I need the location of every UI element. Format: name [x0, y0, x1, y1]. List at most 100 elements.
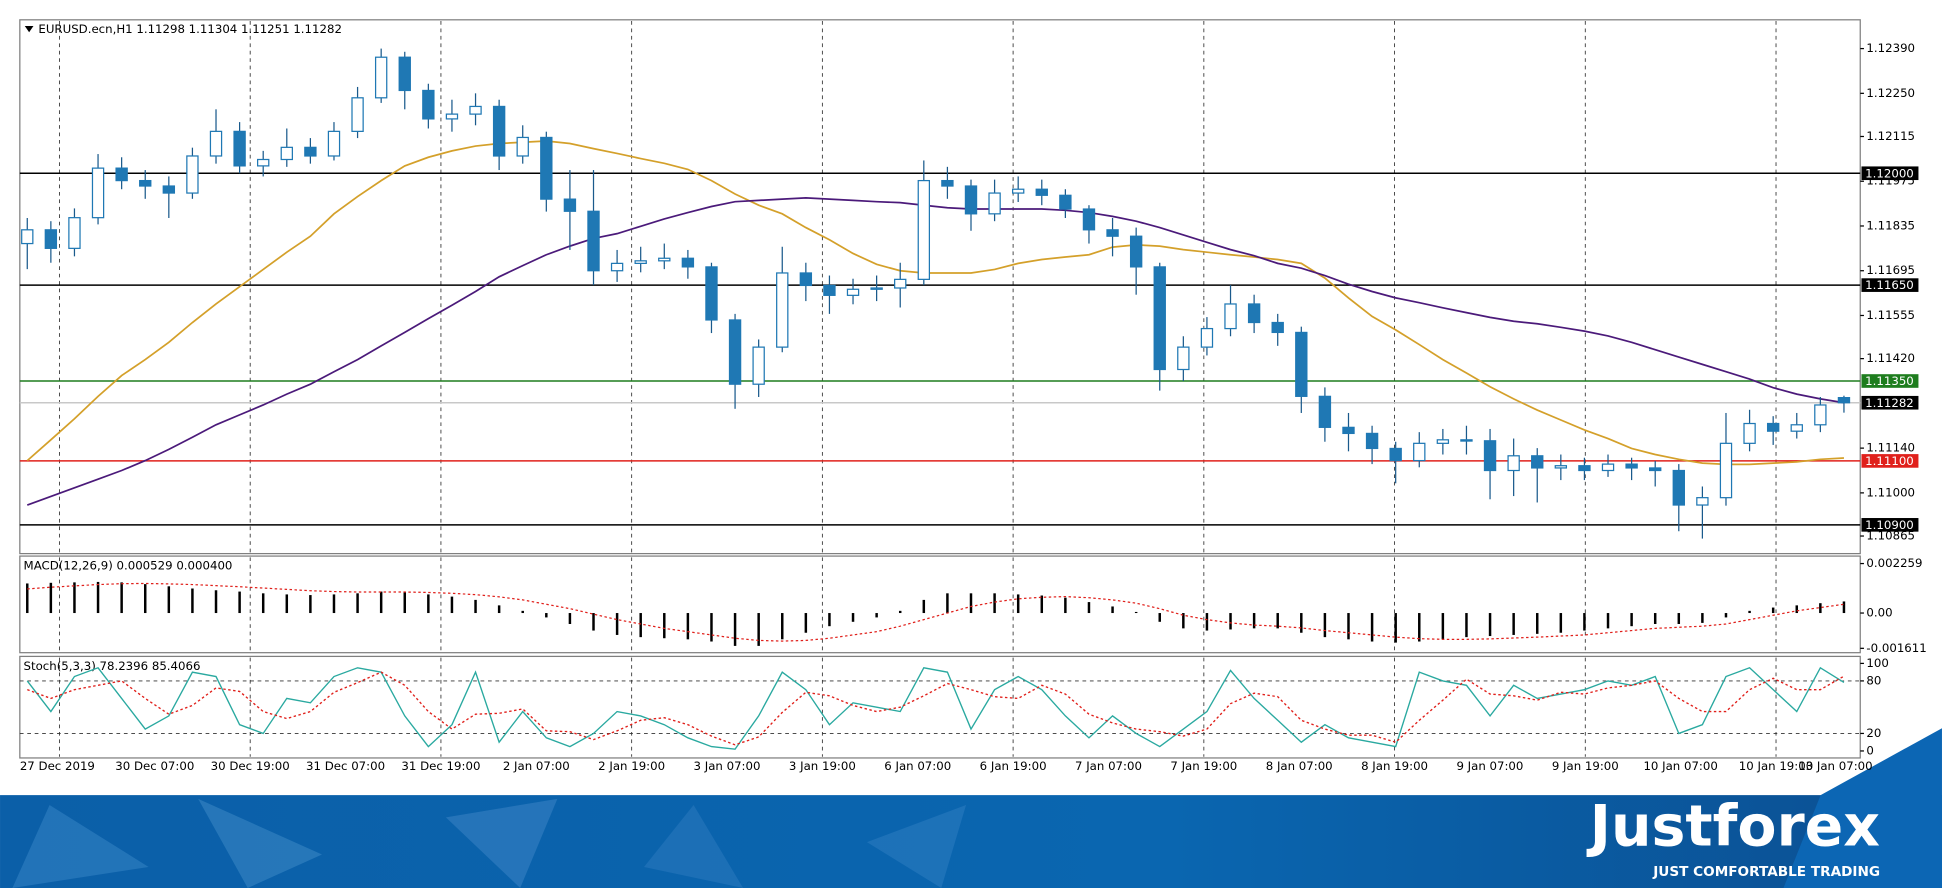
candle-body: [398, 56, 411, 92]
candle-body: [1696, 497, 1709, 506]
banner-shape: [866, 805, 967, 888]
macd-bar: [1559, 613, 1563, 633]
candle-body: [1837, 397, 1851, 404]
candle-body: [941, 179, 954, 187]
macd-signal-line: [27, 582, 1845, 642]
macd-bar: [1134, 611, 1138, 614]
candle-body: [186, 155, 199, 194]
x-tick-label: 31 Dec 07:00: [306, 759, 385, 773]
macd-bar: [969, 593, 973, 614]
candle-body: [162, 185, 176, 194]
banner-shape: [644, 805, 744, 888]
candle-body: [21, 229, 34, 245]
candle-body: [304, 146, 317, 157]
x-tick-label: 10 Jan 19:00: [1739, 759, 1813, 773]
candle-body: [257, 158, 270, 167]
candle-body: [1743, 422, 1756, 444]
stoch-panel: [19, 655, 1861, 759]
y-tick-label: 1.11695: [1866, 263, 1915, 277]
level-label: 1.11282: [1865, 396, 1914, 410]
candle-body: [728, 319, 742, 385]
candle-body: [1082, 208, 1096, 231]
y-tick-label: 1.10865: [1866, 529, 1915, 543]
candle-body: [1625, 463, 1638, 469]
main-panel: [19, 19, 1861, 555]
candle-body: [1413, 442, 1426, 462]
moving-average-line: [26, 140, 1844, 466]
macd-bar: [804, 613, 808, 633]
candle-body: [1342, 426, 1355, 435]
y-tick-label: 0: [1866, 743, 1873, 757]
level-label-box: [1861, 518, 1919, 532]
macd-bar: [1087, 602, 1091, 614]
macd-bar: [1300, 613, 1303, 633]
macd-bar: [1536, 613, 1539, 634]
macd-bar: [1252, 613, 1256, 629]
candle-body: [492, 105, 506, 157]
y-tick-label: 0.00: [1866, 606, 1892, 620]
macd-bar: [474, 599, 477, 614]
macd-bar: [214, 590, 218, 614]
macd-bar: [1323, 613, 1327, 638]
y-tick-label: -0.001611: [1866, 641, 1926, 655]
candle-body: [233, 130, 246, 167]
candle-body: [68, 217, 81, 249]
macd-bar: [309, 595, 312, 614]
macd-bar: [1064, 597, 1067, 614]
level-label-box: [1861, 395, 1919, 410]
macd-bar: [1040, 595, 1044, 614]
candle-body: [1814, 404, 1827, 426]
candle-body: [1295, 331, 1308, 397]
macd-bar: [1441, 613, 1445, 640]
macd-bar: [1016, 594, 1020, 614]
macd-bar: [946, 593, 949, 614]
x-tick-label: 2 Jan 19:00: [598, 759, 665, 773]
candle-body: [1365, 432, 1379, 450]
candle-body: [658, 257, 671, 262]
macd-bar: [875, 613, 878, 618]
macd-bar: [757, 613, 760, 646]
macd-bar: [49, 582, 53, 614]
macd-bar: [898, 610, 902, 614]
macd-bar: [1512, 613, 1515, 635]
candle-body: [894, 278, 907, 289]
brand-name: Justforex: [1586, 793, 1880, 859]
macd-bar: [1748, 610, 1751, 614]
candle-body: [1106, 229, 1119, 237]
candle-body: [563, 198, 577, 212]
macd-bar: [545, 613, 548, 618]
x-tick-label: 27 Dec 2019: [20, 759, 95, 773]
candle-body: [1483, 440, 1497, 472]
y-tick-label: 100: [1866, 656, 1888, 670]
candle-body: [540, 136, 553, 200]
macd-panel: [19, 555, 1861, 654]
x-tick-label: 3 Jan 07:00: [694, 759, 761, 773]
candle-body: [1719, 442, 1733, 499]
macd-bar: [167, 586, 171, 614]
x-tick-label: 8 Jan 07:00: [1266, 759, 1333, 773]
candle-body: [139, 179, 152, 187]
macd-bar: [1677, 613, 1681, 624]
candle-body: [705, 266, 718, 321]
candle-body: [91, 167, 105, 219]
candle-body: [1460, 439, 1473, 442]
macd-bar: [1653, 613, 1657, 624]
macd-bar: [1819, 603, 1822, 614]
candle-body: [1578, 465, 1591, 472]
macd-bar: [1158, 613, 1161, 622]
macd-bar: [733, 613, 737, 646]
macd-bar: [332, 594, 336, 614]
macd-bar: [1229, 613, 1232, 630]
level-label-box: [1861, 454, 1919, 468]
candle-body: [445, 113, 459, 120]
candle-body: [1531, 455, 1544, 469]
macd-bar: [1182, 613, 1185, 629]
macd-bar: [356, 593, 359, 614]
candle-body: [634, 260, 647, 264]
macd-bar: [993, 593, 996, 614]
banner-shape: [445, 798, 558, 888]
candle-body: [917, 179, 931, 280]
candle-body: [1318, 395, 1332, 428]
